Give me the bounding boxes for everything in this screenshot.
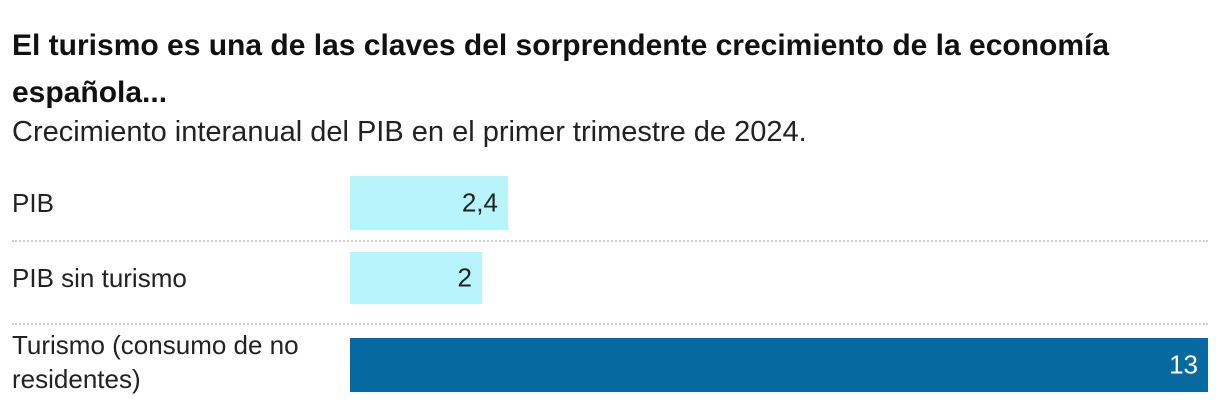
- chart-title: El turismo es una de las claves del sorp…: [12, 29, 1110, 109]
- chart-subtitle: Crecimiento interanual del PIB en el pri…: [12, 116, 807, 148]
- category-label: PIB: [12, 188, 54, 218]
- row-divider: [12, 240, 1208, 242]
- bar: 13: [350, 338, 1208, 392]
- bar: 2,4: [350, 176, 508, 230]
- bar-value-label: 13: [1169, 349, 1198, 380]
- bar-value-label: 2,4: [461, 187, 498, 218]
- category-label: Turismo (consumo de no residentes): [12, 330, 299, 394]
- bar-value-label: 2: [457, 262, 472, 293]
- bar: 2: [350, 252, 482, 304]
- row-divider: [12, 323, 1208, 325]
- category-label: PIB sin turismo: [12, 263, 187, 293]
